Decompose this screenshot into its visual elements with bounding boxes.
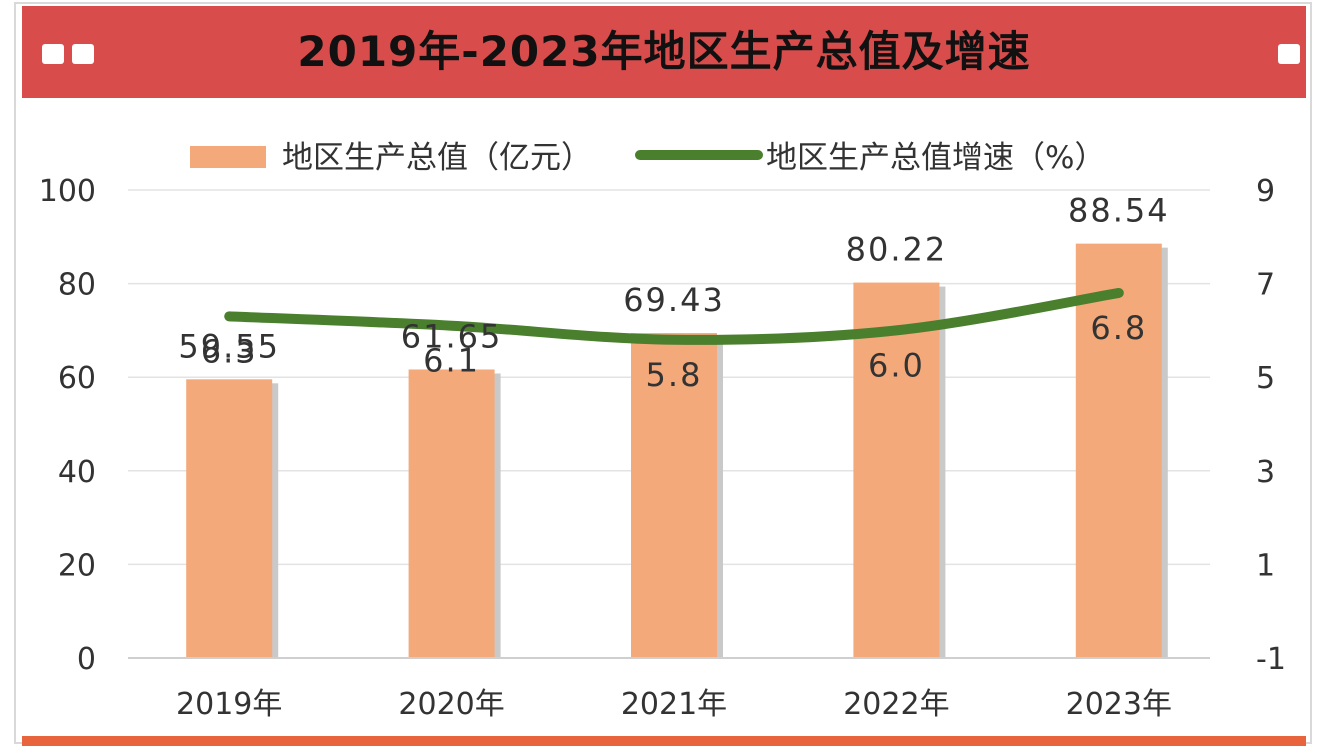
chart-title: 2019年-2023年地区生产总值及增速	[297, 27, 1031, 76]
bar	[186, 379, 273, 658]
y-left-tick-label: 0	[77, 642, 96, 677]
y-right-tick-label: 9	[1256, 174, 1275, 209]
line-point	[673, 338, 675, 341]
bar-value-label: 69.43	[623, 281, 725, 319]
legend: 地区生产总值（亿元） 地区生产总值增速（%）	[190, 140, 1105, 176]
y-left-tick-label: 60	[58, 361, 96, 396]
bar	[408, 369, 495, 658]
decor-square-icon	[72, 44, 94, 64]
x-tick-label: 2021年	[621, 687, 727, 722]
x-tick-label: 2019年	[176, 687, 282, 722]
line-value-label: 6.3	[201, 332, 258, 370]
bar	[1075, 243, 1162, 658]
x-tick-label: 2022年	[843, 687, 949, 722]
bar-value-label: 59.55	[178, 327, 280, 365]
x-tick-label: 2020年	[398, 687, 504, 722]
line-value-label: 5.8	[646, 356, 703, 394]
y-right-tick-label: 1	[1256, 548, 1275, 583]
bar-series	[186, 243, 1168, 658]
bar	[631, 333, 717, 658]
y-right-tick-label: 7	[1256, 268, 1275, 303]
line-point	[228, 315, 231, 318]
y-right-tick-label: 3	[1256, 455, 1275, 490]
y-left-tick-label: 20	[58, 548, 96, 583]
bar	[853, 282, 940, 658]
line-series	[224, 287, 1124, 345]
line-value-label: 6.8	[1090, 309, 1147, 347]
y-left-tick-label: 80	[58, 268, 96, 303]
line-point	[1117, 291, 1120, 294]
legend-bar-swatch	[190, 146, 266, 168]
line-value-label: 6.1	[423, 342, 480, 380]
line-point	[895, 329, 898, 332]
bar-value-label: 80.22	[846, 231, 948, 269]
bottom-accent-bar	[22, 736, 1306, 746]
y-right-tick-label: 5	[1256, 361, 1275, 396]
line-point	[450, 324, 453, 327]
y-left-tick-label: 100	[39, 174, 96, 209]
data-labels: 59.55 61.65 69.43 80.22 88.54 6.3 6.1 5.8 6.0 6.8	[178, 192, 1170, 394]
decor-square-icon	[42, 44, 64, 64]
legend-bar-label: 地区生产总值（亿元）	[282, 140, 592, 176]
title-bar: 2019年-2023年地区生产总值及增速	[22, 6, 1306, 98]
bar-value-label: 88.54	[1068, 192, 1170, 230]
legend-line-label: 地区生产总值增速（%）	[766, 140, 1105, 176]
bar-value-label: 61.65	[401, 317, 503, 355]
x-tick-label: 2023年	[1066, 687, 1172, 722]
y-left-tick-label: 40	[58, 455, 96, 490]
decor-square-icon	[1278, 44, 1300, 64]
axes: 0 20 40 60 80 100 -1 1 3 5 7 9 2019年 2020年 2021年 2022年 2…	[39, 174, 1286, 722]
line-value-label: 6.0	[868, 346, 925, 384]
y-right-tick-label: -1	[1256, 642, 1286, 677]
